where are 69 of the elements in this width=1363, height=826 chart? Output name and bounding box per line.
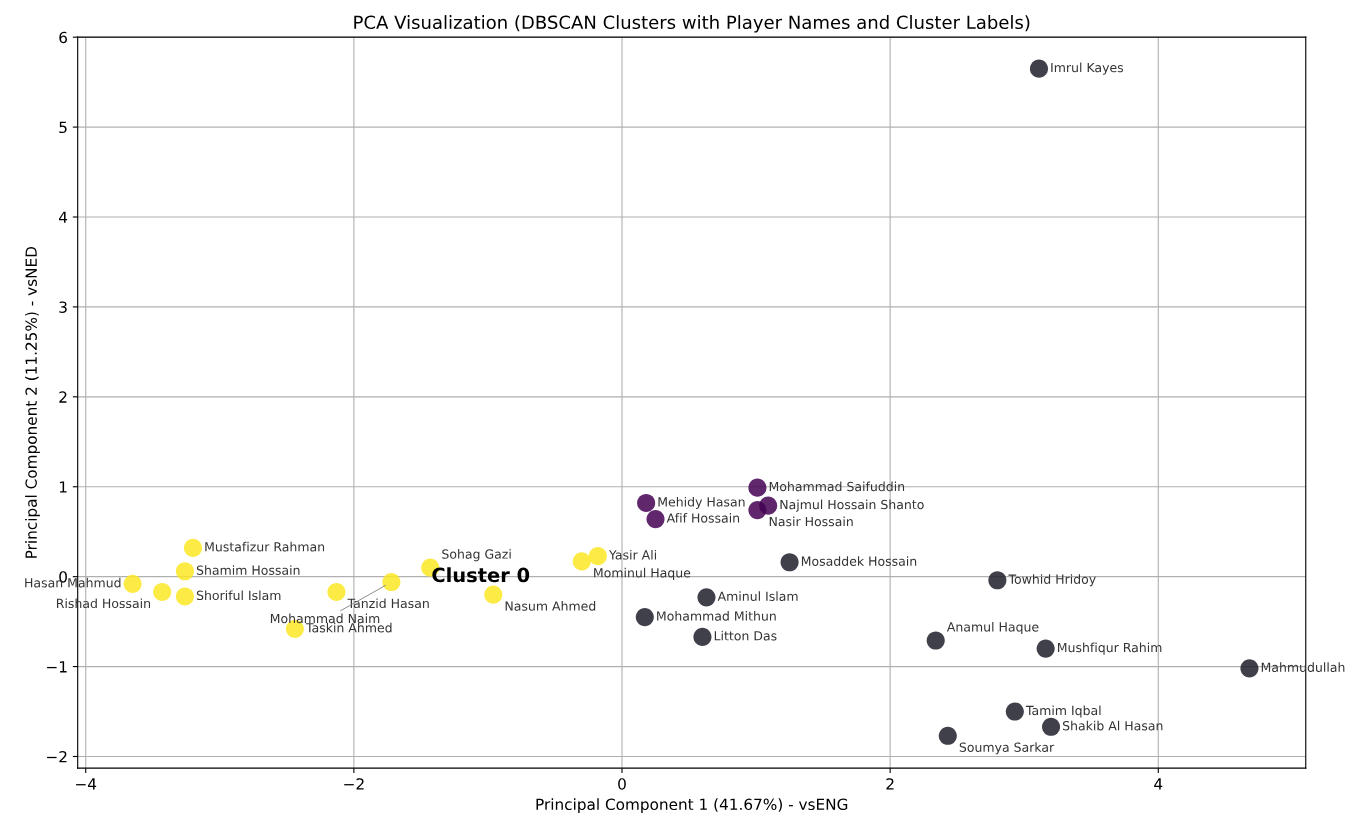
point	[153, 582, 172, 601]
y-axis-title: Principal Component 2 (11.25%) - vsNED	[25, 246, 40, 558]
chart-title: PCA Visualization (DBSCAN Clusters with Player Names and Cluster Labels)	[354, 15, 1030, 33]
annotation: Nasir Hossain	[769, 516, 853, 527]
annotation: Litton Das	[714, 630, 777, 641]
point	[572, 552, 591, 571]
annotation: Mosaddek Hossain	[801, 556, 917, 566]
annotation: Aminul Islam	[717, 591, 798, 601]
annotation: Taskin Ahmed	[305, 622, 392, 633]
x-tick-label: −2	[344, 778, 364, 790]
point	[697, 588, 716, 607]
point	[938, 726, 957, 745]
y-tick-label: 1	[59, 481, 67, 493]
point	[637, 493, 656, 512]
annotation: Yasir Ali	[608, 549, 656, 560]
point	[780, 553, 799, 572]
point	[484, 585, 503, 604]
y-tick-label: 5	[59, 121, 67, 134]
annotation: Mominul Haque	[594, 567, 691, 580]
annotation: Shakib Al Hasan	[1062, 720, 1163, 731]
annotation: Mohammad Mithun	[657, 611, 776, 621]
annotation: Tamim Iqbal	[1025, 705, 1101, 718]
annotation: Shoriful Islam	[196, 590, 281, 601]
annotation: Shamim Hossain	[196, 565, 300, 575]
annotation: Cluster 0	[432, 567, 530, 583]
point	[748, 478, 767, 497]
point	[382, 573, 401, 592]
point	[1240, 659, 1259, 678]
point	[175, 562, 194, 581]
annotation: Imrul Kayes	[1051, 62, 1124, 75]
y-tick-label: −2	[47, 750, 67, 763]
annotation: Tanzid Hasan	[347, 598, 429, 609]
annotation: Nasum Ahmed	[505, 601, 596, 611]
point	[748, 501, 767, 520]
annotation: Mohammad Naim	[270, 613, 380, 624]
point	[123, 574, 142, 593]
point	[327, 582, 346, 601]
annotation: Mushfiqur Rahim	[1058, 642, 1162, 655]
annotation: Mohammad Saifuddin	[769, 481, 905, 492]
point	[988, 571, 1007, 590]
annotation: Soumya Sarkar	[959, 742, 1055, 755]
point	[1029, 59, 1049, 78]
annotation: Mehidy Hasan	[658, 496, 745, 509]
point	[693, 627, 712, 646]
annotation: Towhid Hridoy	[1008, 574, 1096, 587]
point	[588, 546, 607, 566]
point	[926, 631, 945, 650]
x-tick-label: 0	[618, 778, 626, 790]
y-tick-label: −1	[47, 661, 67, 673]
annotation: Sohag Gazi	[442, 549, 511, 562]
y-tick-label: 6	[59, 31, 68, 44]
x-tick-label: 4	[1154, 778, 1163, 790]
point	[1036, 639, 1055, 658]
point	[1005, 702, 1024, 721]
x-axis-title: Principal Component 1 (41.67%) - vsENG	[536, 798, 848, 814]
annotation: Anamul Haque	[946, 621, 1039, 635]
point	[1041, 717, 1061, 736]
y-tick-label: 3	[59, 301, 67, 313]
point	[175, 587, 194, 606]
annotation: Afif Hossain	[666, 513, 740, 523]
x-tick-label: −4	[76, 778, 97, 790]
point	[635, 608, 654, 627]
x-tick-label: 2	[886, 778, 894, 790]
annotation: Mustafizur Rahman	[205, 541, 325, 552]
point	[183, 538, 203, 557]
y-tick-label: 4	[59, 211, 68, 223]
y-tick-label: 2	[59, 391, 67, 403]
annotation: Najmul Hossain Shanto	[780, 499, 924, 512]
point	[646, 510, 665, 529]
